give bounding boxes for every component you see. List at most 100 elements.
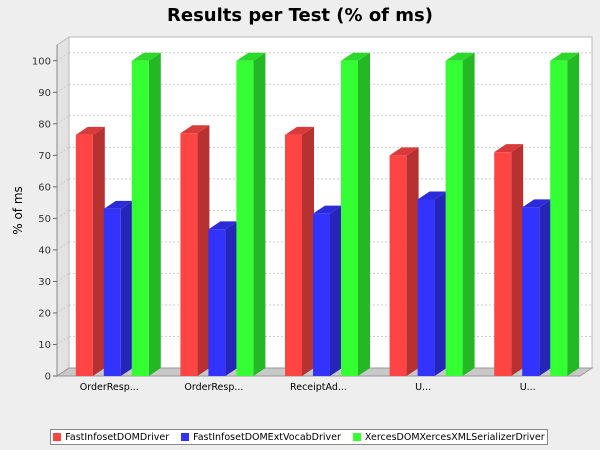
y-tick-label: 80 [38, 119, 51, 130]
bars [75, 52, 580, 377]
y-tick-label: 10 [38, 340, 51, 351]
bar-front [131, 60, 149, 377]
bar-front [522, 207, 540, 376]
bar-side [197, 125, 210, 377]
bar [522, 199, 552, 376]
bar-top [389, 147, 419, 156]
x-tick-label: U... [520, 382, 536, 393]
y-axis-label: % of ms [11, 186, 25, 235]
y-gridline-side [56, 115, 70, 125]
bar-top [208, 221, 238, 230]
bar-side [225, 221, 238, 376]
bar-front [208, 229, 226, 376]
bar [313, 205, 342, 376]
x-tick-label: ReceiptAd... [290, 382, 347, 393]
bar-side [330, 205, 342, 376]
y-tick-label: 30 [38, 277, 51, 288]
bar [208, 221, 238, 376]
bar [494, 144, 524, 376]
bar-front [417, 199, 435, 376]
bar-side [539, 199, 552, 376]
bar [103, 200, 133, 376]
bar-side [302, 126, 314, 376]
bar [75, 126, 105, 376]
bar-front [389, 155, 407, 376]
y-gridline-side [56, 336, 70, 345]
bar-top [341, 52, 370, 61]
y-gridline-side [56, 178, 70, 188]
legend-item: FastInfosetDOMDriver [53, 432, 169, 443]
y-gridline-side [56, 209, 70, 219]
bar [285, 126, 314, 376]
bar-top [522, 199, 552, 208]
bar-side [253, 52, 266, 377]
bar-top [285, 126, 314, 135]
bar-top [75, 126, 105, 135]
y-gridline-side [56, 52, 70, 62]
bar-side [434, 191, 447, 376]
bar-chart: 0 10 20 30 40 50 60 70 80 90 100 % of ms OrderResp..… [11, 36, 594, 393]
bar [417, 191, 447, 376]
legend-item: XercesDOMXercesXMLSerializerDriver [352, 431, 545, 443]
bar-front [550, 60, 568, 377]
legend-swatch [181, 433, 190, 441]
bar [236, 52, 266, 377]
plot-side-wall [56, 36, 70, 377]
y-gridline-side [56, 241, 70, 251]
y-gridline-side [56, 83, 70, 93]
x-tick-label: OrderResp... [80, 382, 139, 393]
legend-swatch [53, 433, 62, 441]
legend-item: FastInfosetDOMExtVocabDriver [181, 432, 341, 443]
bar-front [341, 60, 358, 377]
bar-front [236, 60, 254, 377]
bar-side [406, 147, 419, 376]
legend-label: XercesDOMXercesXMLSerializerDriver [364, 431, 545, 443]
x-tick-label: U... [415, 382, 431, 393]
y-gridline-side [56, 273, 70, 282]
bar [180, 125, 210, 377]
bar [445, 52, 475, 377]
legend: FastInfosetDOMDriver FastInfosetDOMExtVoc… [50, 429, 548, 445]
x-tick-label: OrderResp... [184, 382, 243, 393]
bar [389, 147, 419, 376]
legend-swatch [352, 433, 361, 441]
chart-title: Results per Test (% of ms) [167, 5, 433, 26]
bar-front [103, 208, 121, 376]
legend-label: FastInfosetDOMExtVocabDriver [193, 431, 341, 443]
bar-front [313, 213, 330, 376]
bar-top [103, 200, 133, 209]
bar-side [148, 52, 161, 377]
bar-top [417, 191, 447, 200]
bar-top [131, 52, 161, 61]
bar-front [180, 133, 198, 376]
bar-front [285, 134, 302, 376]
y-tick-label: 100 [32, 56, 51, 67]
axes [53, 45, 58, 377]
y-tick-label: 0 [45, 372, 51, 383]
bar-front [445, 60, 463, 377]
bar-front [75, 134, 93, 376]
y-gridline-side [56, 304, 70, 314]
y-tick-label: 90 [38, 88, 51, 99]
bar-side [120, 200, 133, 376]
bar-side [92, 126, 105, 376]
bar-top [550, 52, 580, 61]
bar-top [494, 144, 524, 153]
bar [131, 52, 161, 377]
y-tick-label: 60 [38, 182, 51, 193]
bar-front [494, 152, 512, 376]
y-gridline-side [56, 146, 70, 156]
y-tick-label: 50 [38, 214, 51, 225]
bar-side [511, 144, 524, 376]
bar-side [358, 52, 370, 377]
bar-top [445, 52, 475, 61]
legend-label: FastInfosetDOMDriver [65, 431, 170, 443]
bar [341, 52, 370, 377]
bar [550, 52, 580, 377]
y-tick-label: 40 [38, 245, 51, 256]
bar-top [236, 52, 266, 61]
tick-labels: 0 10 20 30 40 50 60 70 80 90 100 % of ms OrderResp..… [11, 56, 536, 393]
bar-top [180, 125, 210, 134]
y-tick-label: 70 [38, 151, 51, 162]
bar-side [462, 52, 475, 377]
